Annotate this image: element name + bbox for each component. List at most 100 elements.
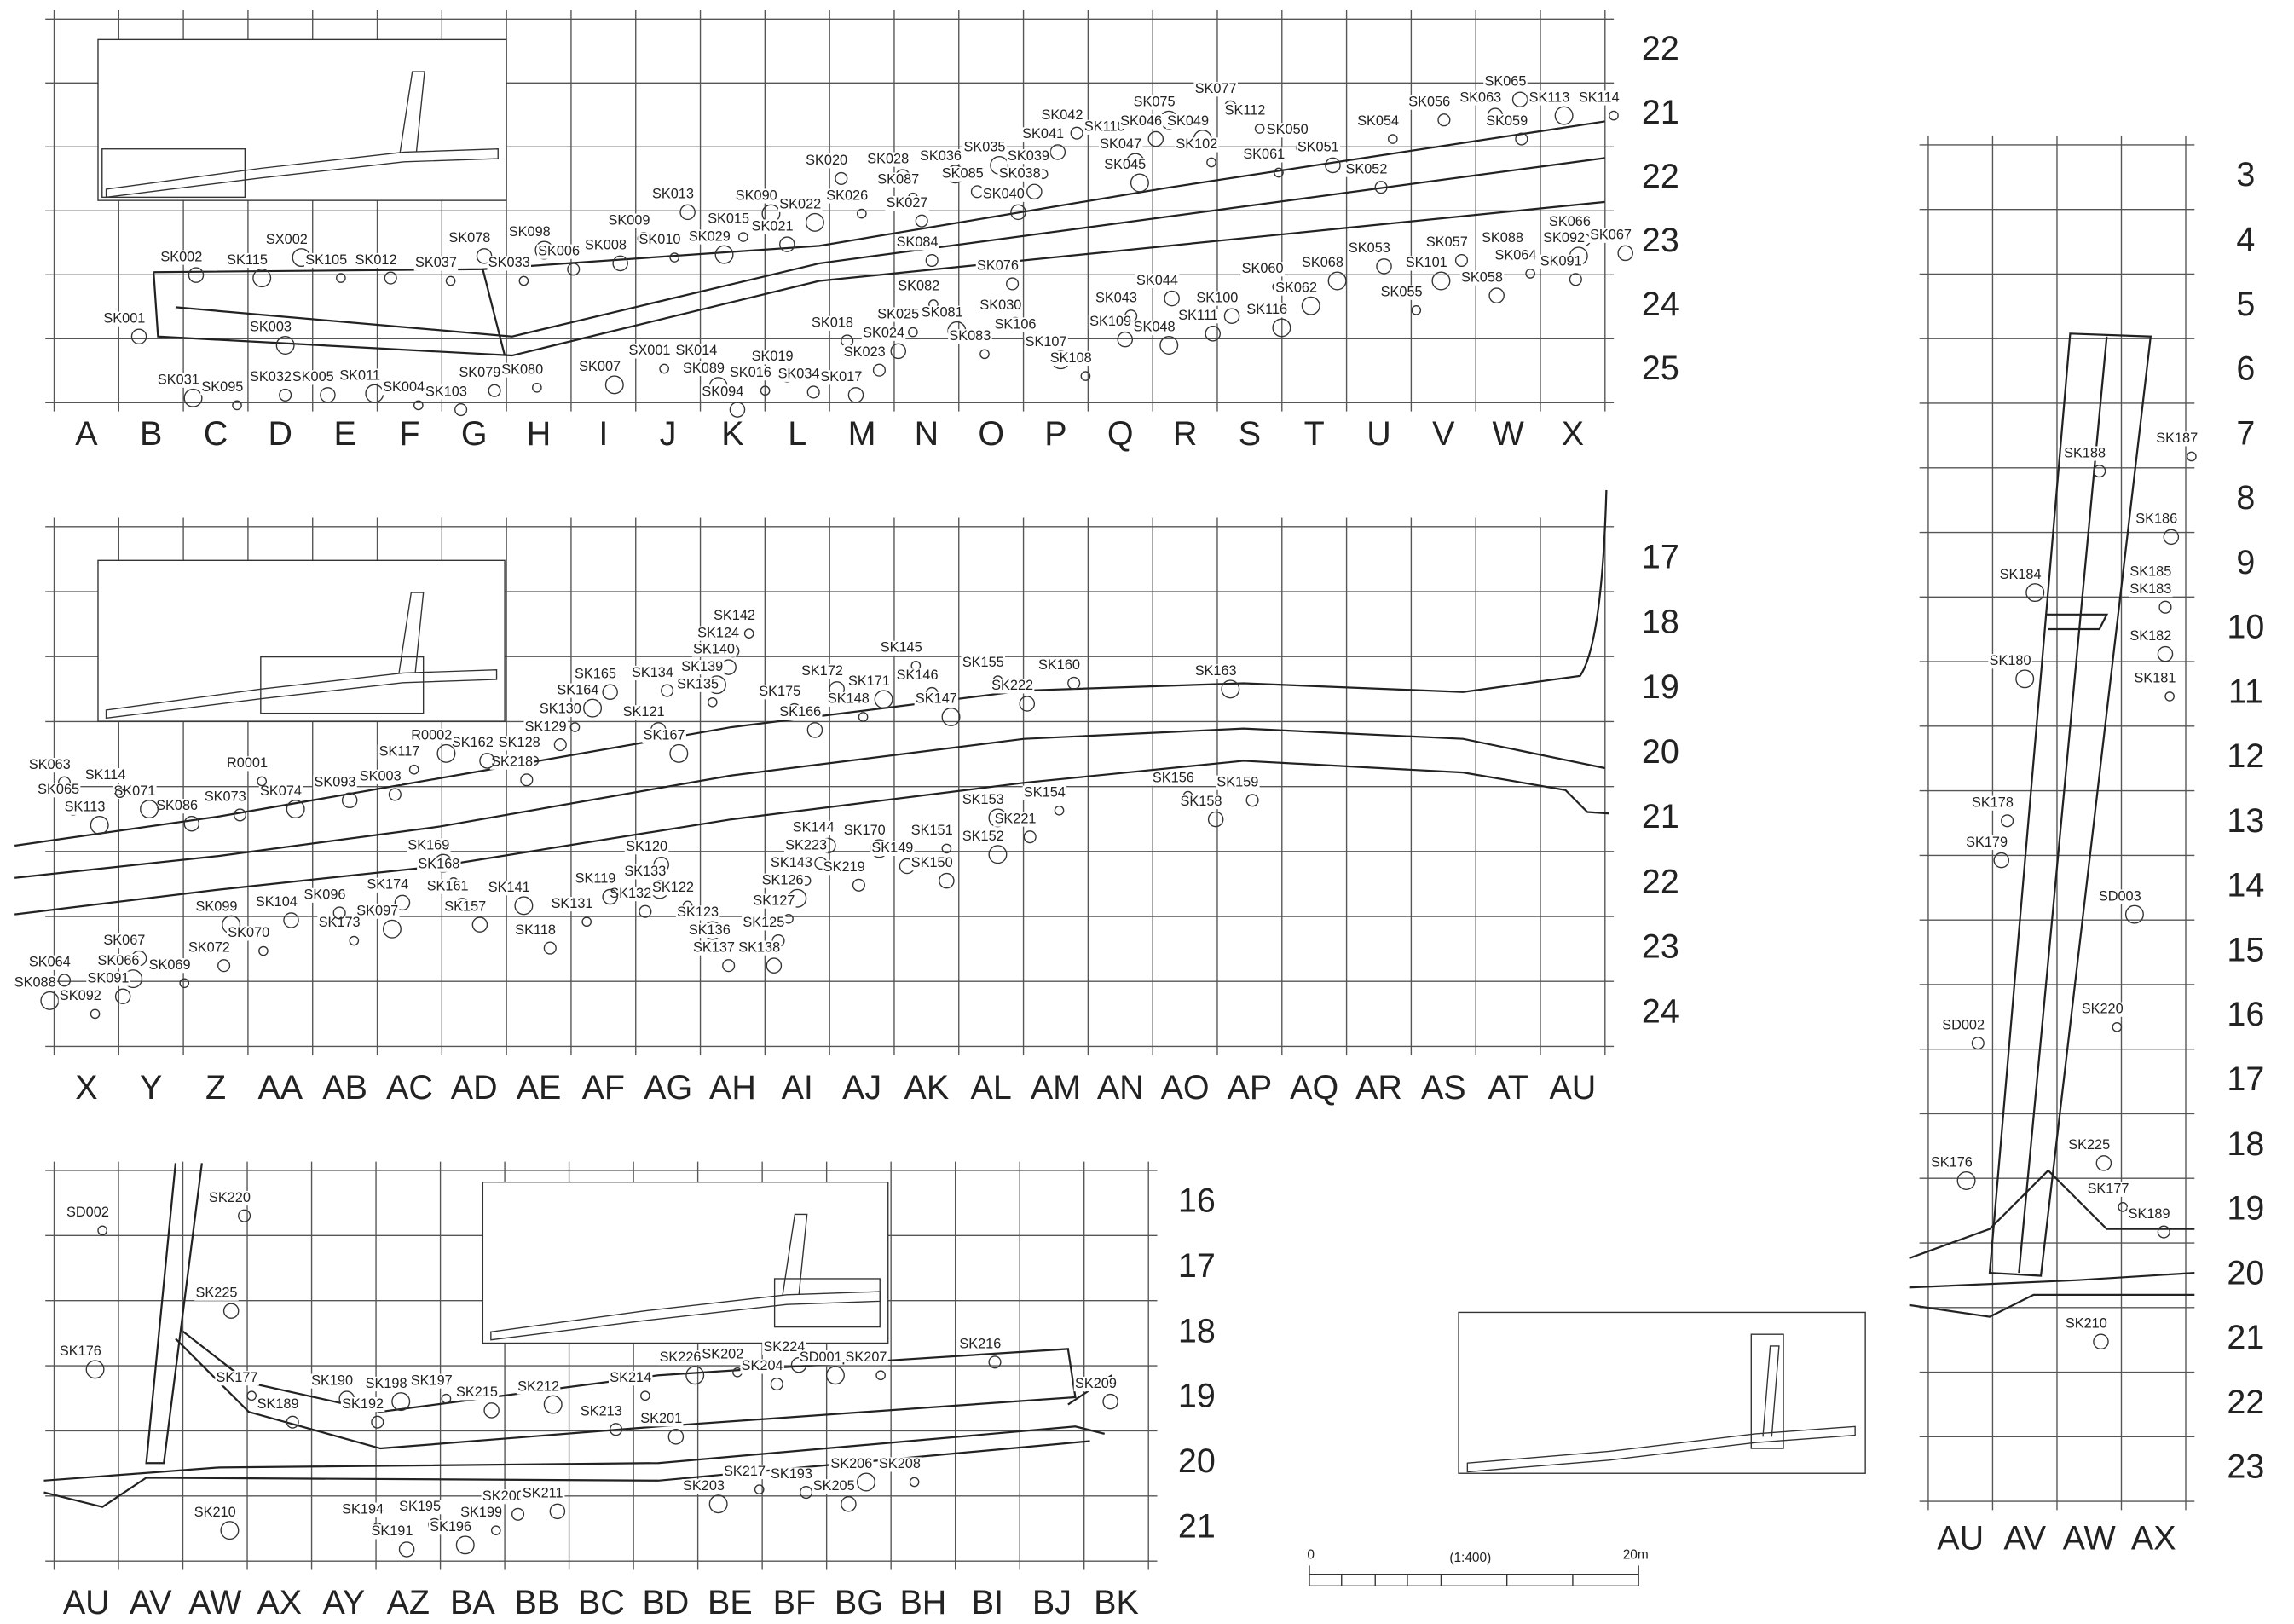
pit bbox=[754, 1484, 765, 1494]
pit bbox=[222, 1303, 240, 1319]
feature-label: SK225 bbox=[196, 1285, 238, 1300]
label-bg bbox=[829, 1457, 874, 1472]
feature-label: SK038 bbox=[999, 166, 1041, 182]
pit bbox=[336, 273, 346, 283]
feature-label: SK023 bbox=[844, 344, 886, 360]
pit bbox=[737, 232, 748, 242]
feature-label: SK132 bbox=[610, 886, 651, 901]
label-bg bbox=[701, 384, 745, 400]
pit bbox=[567, 263, 581, 276]
feature-label: SK208 bbox=[879, 1456, 921, 1471]
trench-outline bbox=[2018, 336, 2108, 1274]
row-label: 17 bbox=[1178, 1247, 1216, 1285]
label-bg bbox=[1988, 654, 2032, 669]
label-bg bbox=[681, 1479, 726, 1494]
feature-label: SK008 bbox=[585, 238, 627, 253]
feature-label: SK114 bbox=[85, 767, 126, 783]
feature-label: SK116 bbox=[1246, 302, 1287, 317]
scale-ratio: (1:400) bbox=[1449, 1551, 1491, 1565]
feature-label: SK176 bbox=[60, 1344, 101, 1359]
label-bg bbox=[489, 754, 534, 770]
label-bg bbox=[2134, 511, 2179, 527]
row-label: 15 bbox=[2227, 931, 2264, 968]
label-bg bbox=[313, 775, 357, 790]
label-bg bbox=[507, 225, 552, 240]
feature-label: SK049 bbox=[1167, 113, 1209, 129]
label-bg bbox=[513, 922, 558, 939]
label-bg bbox=[879, 640, 923, 656]
feature-label: SK071 bbox=[113, 783, 155, 799]
column-label: BC bbox=[578, 1584, 625, 1621]
pit bbox=[332, 906, 346, 920]
row-label: 23 bbox=[1642, 928, 1679, 966]
pit bbox=[1569, 273, 1582, 286]
column-label: R bbox=[1173, 415, 1198, 453]
column-label: X bbox=[1562, 415, 1584, 453]
column-label: AE bbox=[517, 1069, 562, 1107]
label-bg bbox=[1379, 285, 1424, 300]
label-bg bbox=[842, 824, 887, 839]
label-bg bbox=[777, 367, 821, 382]
feature-label: SK152 bbox=[962, 829, 1004, 844]
pit bbox=[908, 327, 918, 338]
feature-label: SK136 bbox=[689, 922, 731, 938]
label-bg bbox=[1176, 309, 1221, 324]
feature-label: SK146 bbox=[897, 668, 939, 683]
column-label: BG bbox=[835, 1584, 883, 1621]
column-label: F bbox=[399, 415, 419, 453]
pit bbox=[283, 912, 299, 928]
pit bbox=[1070, 126, 1083, 140]
feature-label: SK174 bbox=[367, 877, 408, 893]
label-bg bbox=[2133, 671, 2177, 686]
feature-label: SK046 bbox=[1120, 113, 1162, 129]
column-label: AN bbox=[1097, 1069, 1144, 1107]
label-bg bbox=[990, 679, 1035, 694]
feature-label: SK124 bbox=[697, 625, 739, 640]
pit bbox=[909, 1477, 920, 1488]
feature-label: SK190 bbox=[311, 1373, 353, 1388]
feature-label: SK219 bbox=[823, 859, 865, 875]
feature-label: SK081 bbox=[922, 305, 963, 321]
feature-label: SK086 bbox=[156, 798, 198, 813]
pit bbox=[988, 845, 1008, 864]
pit bbox=[2157, 1225, 2170, 1239]
feature-label: SK007 bbox=[579, 359, 621, 374]
pit bbox=[685, 1366, 705, 1385]
feature-label: SK097 bbox=[356, 904, 398, 919]
label-bg bbox=[608, 1371, 653, 1386]
inset-frame bbox=[482, 1182, 889, 1344]
feature-label: SK103 bbox=[425, 384, 467, 399]
label-bg bbox=[623, 864, 667, 880]
feature-label: SK033 bbox=[488, 255, 530, 270]
label-bg bbox=[523, 720, 568, 735]
feature-label: SK074 bbox=[260, 783, 302, 799]
label-bg bbox=[481, 1489, 526, 1505]
pit bbox=[1205, 326, 1221, 342]
column-label: N bbox=[915, 415, 939, 453]
pit bbox=[394, 894, 411, 911]
pit bbox=[543, 941, 557, 955]
feature-label: SK058 bbox=[1461, 269, 1503, 285]
column-label: BB bbox=[515, 1584, 560, 1621]
feature-label: SK044 bbox=[1136, 273, 1178, 288]
pit bbox=[925, 253, 939, 268]
feature-label: SK195 bbox=[399, 1499, 441, 1514]
feature-label: SK199 bbox=[460, 1505, 502, 1520]
label-bg bbox=[824, 188, 870, 204]
feature-label: SK125 bbox=[743, 915, 784, 930]
label-bg bbox=[248, 320, 293, 336]
inset-frame bbox=[97, 38, 507, 201]
column-label: B bbox=[140, 415, 162, 453]
label-bg bbox=[413, 256, 459, 271]
pit bbox=[549, 1503, 566, 1520]
feature-label: SK075 bbox=[1134, 94, 1176, 109]
inset-trench bbox=[105, 71, 499, 199]
pit bbox=[382, 919, 402, 939]
label-bg bbox=[417, 857, 461, 872]
pit bbox=[349, 935, 360, 946]
pit bbox=[388, 788, 402, 801]
trench-outline bbox=[175, 157, 1605, 338]
pit bbox=[667, 1429, 685, 1445]
row-label: 5 bbox=[2236, 286, 2255, 323]
